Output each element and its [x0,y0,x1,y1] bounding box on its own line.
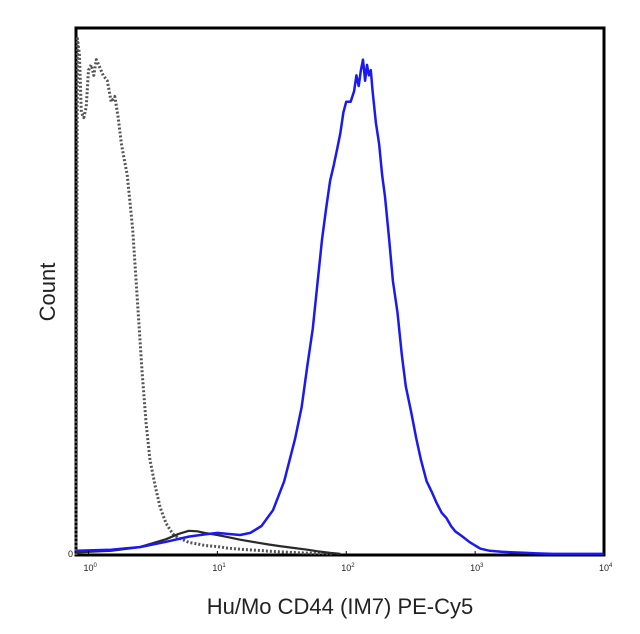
series-line-3 [75,58,604,556]
x-tick-base: 10 [341,563,351,573]
x-tick-exponent: 1 [222,563,226,569]
x-tick-base: 10 [83,563,93,573]
x-tick-exponent: 3 [480,563,484,569]
series-layer [74,37,604,556]
x-tick-label: 101 [212,563,226,573]
x-tick-base: 10 [470,563,480,573]
x-tick-label: 100 [83,563,97,573]
plot-frame [74,26,606,557]
x-tick-exponent: 4 [609,563,613,569]
x-tick-label: 103 [470,563,484,573]
y-axis-title: Count [35,263,60,322]
y-axis-ticks: 0 [68,549,73,559]
x-axis-ticks: 100 101 102 103 104 [83,551,613,573]
x-tick-label: 102 [341,563,355,573]
series-line-1 [74,37,334,556]
series-line-2 [75,529,341,555]
x-tick-exponent: 2 [351,563,355,569]
y-tick-label: 0 [68,549,73,559]
x-tick-exponent: 0 [94,563,98,569]
x-tick-base: 10 [212,563,222,573]
x-tick-base: 10 [599,563,609,573]
x-tick-label: 104 [599,563,613,573]
x-axis-title: Hu/Mo CD44 (IM7) PE-Cy5 [207,594,474,619]
